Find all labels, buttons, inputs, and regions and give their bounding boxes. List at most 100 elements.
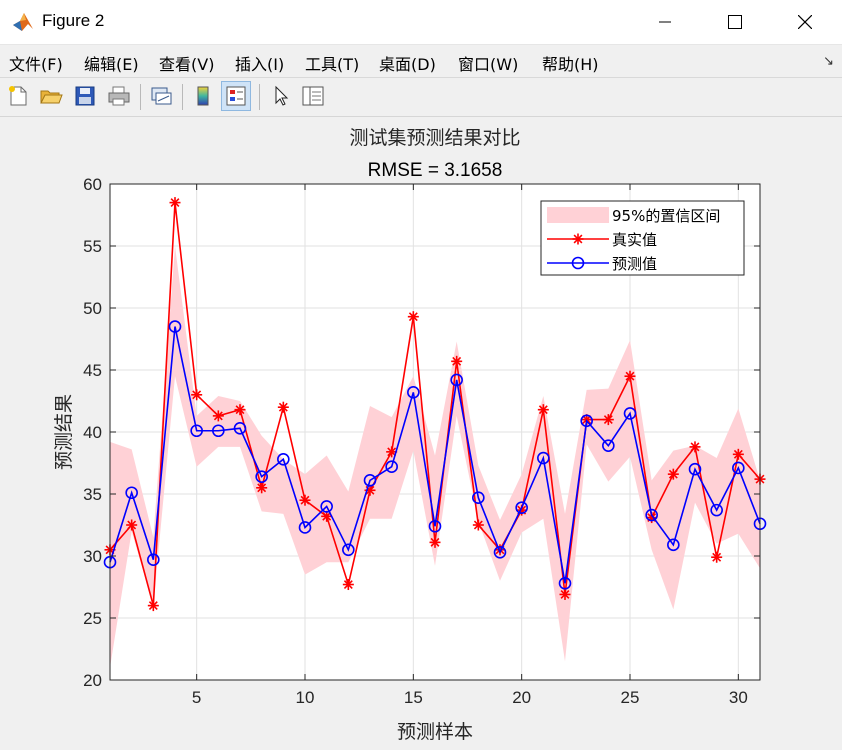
y-tick-label: 50 bbox=[83, 299, 102, 318]
pred-point bbox=[580, 414, 593, 428]
pred-series-line bbox=[109, 326, 761, 584]
maximize-button[interactable] bbox=[700, 0, 770, 44]
pred-point bbox=[688, 462, 702, 476]
legend-true-marker bbox=[547, 233, 609, 245]
true-point bbox=[234, 404, 246, 416]
asterisk-stroke bbox=[625, 371, 635, 381]
edit-plot-button[interactable] bbox=[266, 81, 296, 111]
asterisk-stroke bbox=[573, 234, 583, 244]
chart-subtitle: RMSE = 3.1658 bbox=[368, 160, 503, 181]
legend-band-label: 95%的置信区间 bbox=[612, 207, 720, 225]
minimize-button[interactable] bbox=[630, 0, 700, 44]
ci-band-area bbox=[110, 246, 760, 668]
menu-view[interactable]: 查看(V) bbox=[159, 55, 215, 74]
true-point bbox=[537, 404, 549, 416]
y-tick-label: 20 bbox=[83, 671, 102, 690]
print-icon bbox=[108, 86, 130, 106]
legend[interactable]: 95%的置信区间 真实值 预测值 bbox=[540, 200, 745, 276]
dock-figure-icon[interactable]: ↘ bbox=[823, 54, 834, 69]
menu-tools[interactable]: 工具(T) bbox=[305, 55, 360, 74]
chart-title: 测试集预测结果对比 bbox=[349, 127, 520, 149]
asterisk-stroke bbox=[148, 601, 158, 611]
asterisk-stroke bbox=[213, 411, 223, 421]
y-tick-label: 35 bbox=[83, 485, 102, 504]
legend-pred-circle bbox=[571, 256, 585, 270]
true-point bbox=[299, 494, 311, 506]
title-bar: Figure 2 bbox=[0, 0, 842, 45]
insert-legend-button[interactable] bbox=[221, 81, 251, 111]
matlab-logo-icon bbox=[12, 11, 34, 33]
asterisk-stroke bbox=[365, 485, 375, 495]
figure-canvas: 5 10 15 20 25 30 20 25 30 35 40 45 50 55 60 测试集预测结果对比 … bbox=[0, 117, 842, 750]
link-plot-button[interactable] bbox=[146, 81, 176, 111]
legend-pred-marker bbox=[547, 256, 609, 270]
pred-point bbox=[190, 424, 203, 438]
menu-edit[interactable]: 编辑(E) bbox=[84, 55, 139, 74]
y-tick-label: 30 bbox=[83, 547, 102, 566]
asterisk-stroke bbox=[408, 312, 418, 322]
true-point bbox=[147, 600, 159, 612]
colorbar-icon bbox=[197, 86, 209, 106]
legend-true-asterisk bbox=[572, 233, 584, 245]
pred-point bbox=[623, 407, 637, 420]
menu-window[interactable]: 窗口(W) bbox=[458, 55, 519, 74]
pred-point bbox=[385, 460, 398, 474]
minimize-icon bbox=[659, 21, 671, 23]
pred-point bbox=[168, 320, 182, 333]
asterisk-stroke bbox=[560, 589, 570, 599]
x-tick-label: 30 bbox=[729, 688, 748, 707]
true-point bbox=[624, 370, 636, 382]
true-point bbox=[126, 519, 138, 531]
pred-point bbox=[212, 424, 225, 438]
new-figure-button[interactable] bbox=[3, 81, 33, 111]
asterisk-stroke bbox=[538, 405, 548, 415]
close-icon bbox=[798, 15, 812, 29]
x-tick-label: 20 bbox=[512, 688, 531, 707]
print-button[interactable] bbox=[104, 81, 134, 111]
asterisk-stroke bbox=[257, 483, 267, 493]
legend-icon bbox=[226, 86, 246, 106]
pred-point bbox=[558, 576, 572, 590]
asterisk-stroke bbox=[473, 520, 483, 530]
legend-true-label: 真实值 bbox=[612, 231, 657, 249]
y-tick-label: 40 bbox=[83, 423, 102, 442]
legend-band-swatch bbox=[547, 207, 609, 223]
asterisk-stroke bbox=[690, 442, 700, 452]
asterisk-stroke bbox=[582, 415, 592, 425]
pred-point bbox=[450, 373, 463, 387]
true-point bbox=[451, 355, 463, 367]
open-file-button[interactable] bbox=[36, 81, 66, 111]
menu-insert[interactable]: 插入(I) bbox=[235, 55, 285, 74]
pred-point bbox=[255, 470, 268, 483]
toolbar bbox=[0, 78, 842, 117]
save-icon bbox=[75, 86, 95, 106]
true-point bbox=[342, 579, 354, 591]
y-axis-label: 预测结果 bbox=[53, 394, 75, 470]
toolbar-separator bbox=[182, 84, 183, 110]
property-inspector-button[interactable] bbox=[298, 81, 328, 111]
true-point bbox=[256, 482, 268, 494]
save-button[interactable] bbox=[70, 81, 100, 111]
toolbar-separator bbox=[140, 84, 141, 110]
pred-point bbox=[645, 508, 658, 522]
true-point bbox=[602, 414, 614, 426]
pred-point bbox=[147, 553, 160, 567]
pred-point bbox=[602, 439, 615, 452]
open-file-icon bbox=[40, 90, 63, 104]
pointer-icon bbox=[275, 85, 289, 106]
ci-band-group bbox=[110, 246, 760, 668]
asterisk-stroke bbox=[430, 537, 440, 547]
close-button[interactable] bbox=[770, 0, 840, 44]
property-inspector-icon bbox=[302, 86, 324, 106]
menu-desktop[interactable]: 桌面(D) bbox=[379, 55, 436, 74]
asterisk-stroke bbox=[387, 447, 397, 457]
menu-help[interactable]: 帮助(H) bbox=[542, 55, 599, 74]
asterisk-stroke bbox=[712, 552, 722, 562]
pred-point bbox=[732, 461, 745, 475]
true-point bbox=[321, 510, 333, 522]
true-point bbox=[689, 441, 701, 453]
insert-colorbar-button[interactable] bbox=[188, 81, 218, 111]
window-title: Figure 2 bbox=[42, 11, 105, 30]
pred-point bbox=[428, 519, 442, 533]
menu-file[interactable]: 文件(F) bbox=[9, 55, 63, 74]
